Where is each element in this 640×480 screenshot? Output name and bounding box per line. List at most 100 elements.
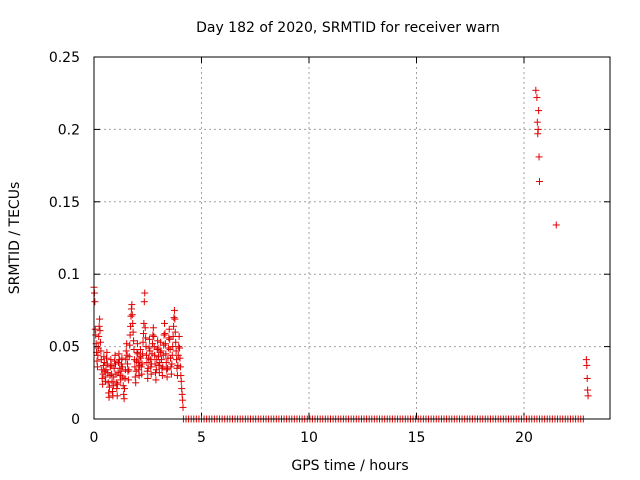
data-point [104, 379, 112, 387]
y-tick-label: 0.1 [58, 267, 80, 283]
data-point [167, 354, 175, 362]
data-point [170, 322, 178, 330]
data-point [158, 356, 166, 364]
data-point [127, 312, 135, 320]
data-point [168, 360, 176, 368]
data-point [129, 328, 137, 336]
data-point [162, 359, 170, 367]
data-point [107, 361, 115, 369]
data-point [145, 354, 153, 362]
data-point [130, 337, 138, 345]
y-tick-label: 0 [71, 412, 80, 428]
data-point [137, 363, 145, 371]
data-point [144, 374, 152, 382]
data-point [103, 348, 111, 356]
data-point [92, 331, 100, 339]
data-point [174, 351, 182, 359]
x-tick-label: 5 [197, 430, 206, 446]
data-point [128, 311, 136, 319]
data-point [162, 350, 170, 358]
data-point [99, 361, 107, 369]
data-point [168, 351, 176, 359]
data-point [176, 363, 184, 371]
x-tick-label: 15 [408, 430, 426, 446]
data-point [125, 366, 133, 374]
data-point [169, 332, 177, 340]
data-point [123, 340, 131, 348]
data-point [136, 345, 144, 353]
data-point [126, 341, 134, 349]
data-point [125, 353, 133, 361]
data-point [103, 360, 111, 368]
data-point [169, 343, 177, 351]
data-point [160, 341, 168, 349]
data-point [532, 86, 540, 94]
data-point [124, 376, 132, 384]
data-point [143, 367, 151, 375]
x-tick-label: 10 [300, 430, 318, 446]
data-point [155, 353, 162, 361]
data-point [152, 366, 160, 374]
data-point [156, 359, 164, 367]
data-point [155, 369, 163, 377]
data-point [145, 344, 153, 352]
data-point [118, 363, 126, 371]
data-point [102, 366, 110, 374]
data-point [148, 340, 156, 348]
data-point [165, 334, 173, 342]
data-point [161, 319, 169, 327]
data-point [535, 153, 543, 161]
data-point [146, 356, 154, 364]
data-point [157, 347, 165, 355]
data-point [138, 370, 146, 378]
data-point [141, 289, 149, 297]
data-point [137, 354, 145, 362]
data-point [111, 351, 119, 359]
data-point [166, 335, 174, 343]
y-tick-label: 0.2 [58, 122, 80, 138]
data-point [179, 403, 187, 411]
data-point [157, 338, 165, 346]
data-point [535, 178, 543, 186]
data-point [96, 327, 104, 335]
data-point [121, 374, 129, 382]
data-point [96, 315, 104, 323]
data-point [164, 344, 172, 352]
data-point [145, 335, 153, 343]
data-point [129, 319, 137, 327]
data-point [128, 301, 136, 309]
data-point [108, 377, 116, 385]
data-point [91, 298, 99, 306]
data-point [133, 348, 141, 356]
data-point [140, 298, 148, 306]
data-point [167, 363, 175, 371]
data-point [106, 363, 114, 371]
data-point [161, 330, 169, 338]
data-point [133, 357, 141, 365]
data-point [533, 118, 541, 126]
data-point [165, 325, 173, 333]
data-point [534, 125, 542, 133]
data-point [152, 376, 160, 384]
data-point [153, 345, 161, 353]
data-point [159, 363, 167, 371]
data-point [119, 382, 127, 390]
data-point [175, 332, 183, 340]
data-point [131, 363, 139, 371]
data-point [117, 367, 125, 375]
data-point [95, 322, 103, 330]
x-tick-labels: 0 5 10 15 20 [90, 430, 533, 446]
data-point [164, 364, 172, 372]
data-point [584, 392, 592, 400]
data-point [142, 343, 150, 351]
data-point [95, 332, 103, 340]
data-point [96, 338, 104, 346]
data-point [138, 360, 146, 368]
data-point [173, 356, 181, 364]
data-point [122, 347, 130, 355]
x-axis-label: GPS time / hours [291, 458, 408, 474]
data-point [167, 370, 175, 378]
data-point [124, 367, 132, 375]
data-point [120, 395, 128, 403]
